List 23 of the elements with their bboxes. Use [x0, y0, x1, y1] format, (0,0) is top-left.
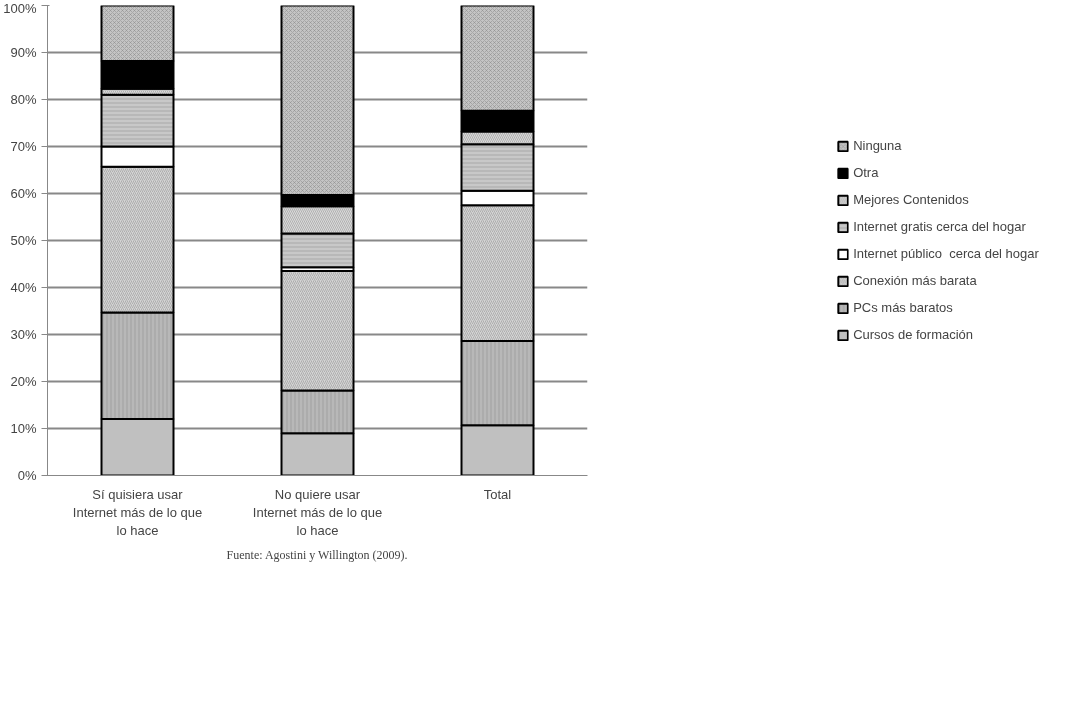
legend-label: Internet gratis cerca del hogar — [853, 219, 1026, 234]
y-tick-label: 60% — [10, 186, 37, 201]
y-tick-label: 10% — [10, 421, 37, 436]
y-tick-label: 0% — [17, 468, 37, 483]
source-note: Fuente: Agostini y Willington (2009). — [226, 547, 408, 562]
x-tick-label: Total — [483, 486, 512, 502]
legend-label: Otra — [853, 165, 879, 180]
y-tick-label: 90% — [10, 45, 37, 60]
legend-label: Cursos de formación — [853, 327, 974, 342]
y-tick-label: 50% — [10, 233, 37, 248]
legend-label: PCs más baratos — [853, 300, 953, 315]
x-tick-label: No quiere usar Internet más de lo que lo hace — [252, 486, 383, 538]
legend-label: Ninguna — [853, 138, 902, 153]
legend-label: Mejores Contenidos — [853, 192, 969, 207]
y-tick-label: 70% — [10, 139, 37, 154]
y-tick-label: 100% — [3, 0, 37, 16]
y-tick-label: 30% — [10, 327, 37, 342]
y-tick-label: 20% — [10, 374, 37, 389]
y-tick-label: 80% — [10, 92, 37, 107]
x-tick-label: Sí quisiera usar Internet más de lo que lo hace — [72, 486, 203, 538]
legend-label: Internet público cerca del hogar — [853, 246, 1039, 261]
legend-label: Conexión más barata — [853, 273, 977, 288]
y-tick-label: 40% — [10, 280, 37, 295]
